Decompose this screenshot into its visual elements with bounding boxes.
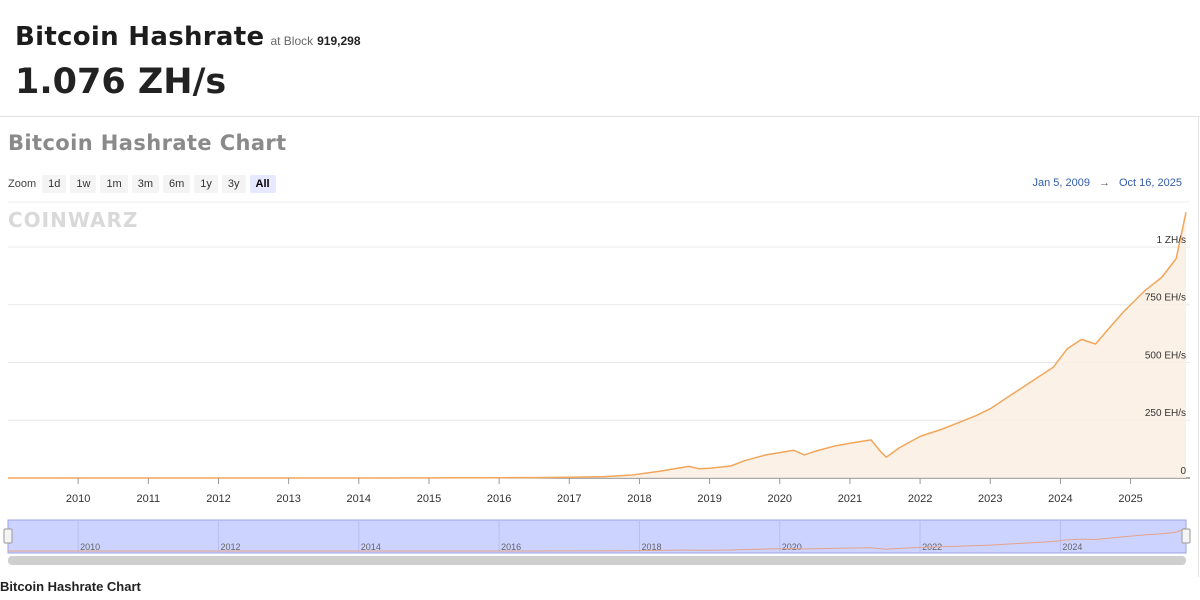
zoom-button-all[interactable]: All bbox=[249, 175, 276, 193]
date-range: Jan 5, 2009 → Oct 16, 2025 bbox=[1033, 177, 1183, 189]
chart-card: Bitcoin Hashrate Chart Zoom 1d 1w 1m 3m … bbox=[0, 117, 1199, 577]
zoom-button-3y[interactable]: 3y bbox=[221, 175, 246, 193]
navigator-tick-label: 2018 bbox=[641, 542, 661, 552]
navigator-scrollbar[interactable] bbox=[8, 556, 1186, 565]
zoom-bar: Zoom 1d 1w 1m 3m 6m 1y 3y All bbox=[8, 175, 280, 193]
x-tick-label: 2018 bbox=[627, 493, 651, 505]
navigator-tick-label: 2010 bbox=[80, 542, 100, 552]
y-tick-label: 250 EH/s bbox=[1145, 408, 1186, 419]
y-tick-label: 0 bbox=[1180, 466, 1186, 477]
x-axis-labels: 2010 2011 2012 2013 2014 2015 2016 2017 2018 2019… bbox=[66, 478, 1143, 505]
title-row: Bitcoin Hashrate at Block 919,298 bbox=[15, 22, 361, 52]
x-tick-label: 2021 bbox=[838, 493, 862, 505]
x-tick-label: 2024 bbox=[1048, 493, 1072, 505]
y-tick-label: 1 ZH/s bbox=[1157, 235, 1186, 246]
navigator-tick-label: 2016 bbox=[501, 542, 521, 552]
navigator-tick-label: 2012 bbox=[220, 542, 240, 552]
at-block-label: at Block bbox=[270, 34, 314, 48]
page-header: Bitcoin Hashrate at Block 919,298 1.076 … bbox=[0, 0, 1200, 117]
x-tick-label: 2016 bbox=[487, 493, 511, 505]
navigator-series-line bbox=[8, 527, 1187, 552]
current-hashrate: 1.076 ZH/s bbox=[15, 62, 227, 102]
x-tick-label: 2013 bbox=[276, 493, 300, 505]
x-tick-label: 2022 bbox=[908, 493, 932, 505]
x-tick-label: 2012 bbox=[206, 493, 230, 505]
chart-heading: Bitcoin Hashrate Chart bbox=[8, 131, 287, 155]
range-start-date[interactable]: Jan 5, 2009 bbox=[1032, 177, 1091, 189]
x-tick-label: 2010 bbox=[66, 493, 90, 505]
navigator-left-handle[interactable] bbox=[3, 528, 13, 544]
zoom-button-1w[interactable]: 1w bbox=[70, 175, 97, 193]
x-tick-label: 2011 bbox=[136, 493, 160, 505]
navigator-tick-label: 2024 bbox=[1062, 542, 1082, 552]
navigator-right-handle[interactable] bbox=[1181, 528, 1191, 544]
zoom-button-3m[interactable]: 3m bbox=[131, 175, 159, 193]
zoom-button-1m[interactable]: 1m bbox=[100, 175, 128, 193]
series-layer bbox=[8, 212, 1187, 479]
range-end-date[interactable]: Oct 16, 2025 bbox=[1119, 177, 1182, 189]
y-axis-labels: 0 250 EH/s 500 EH/s 750 EH/s 1 ZH/s bbox=[1145, 235, 1187, 477]
y-tick-label: 750 EH/s bbox=[1145, 293, 1186, 304]
x-tick-label: 2025 bbox=[1118, 493, 1142, 505]
footer-caption: Bitcoin Hashrate Chart bbox=[0, 579, 141, 594]
x-tick-label: 2023 bbox=[978, 493, 1002, 505]
navigator-tick-label: 2020 bbox=[782, 542, 802, 552]
range-arrow-icon: → bbox=[1099, 177, 1110, 189]
x-tick-label: 2019 bbox=[697, 493, 721, 505]
navigator-window[interactable] bbox=[7, 519, 1187, 554]
page-title: Bitcoin Hashrate bbox=[15, 22, 265, 52]
x-tick-label: 2017 bbox=[557, 493, 581, 505]
hashrate-area bbox=[8, 212, 1186, 479]
y-tick-label: 500 EH/s bbox=[1145, 350, 1186, 361]
zoom-label: Zoom bbox=[8, 178, 37, 190]
zoom-button-1y[interactable]: 1y bbox=[194, 175, 218, 193]
zoom-button-6m[interactable]: 6m bbox=[163, 175, 191, 193]
x-tick-label: 2015 bbox=[417, 493, 441, 505]
coinwarz-watermark: COINWARZ bbox=[8, 208, 138, 232]
x-tick-label: 2014 bbox=[347, 493, 371, 505]
navigator-tick-label: 2014 bbox=[361, 542, 381, 552]
hashrate-line bbox=[8, 212, 1187, 479]
navigator[interactable]: 2010 2012 2014 2016 2018 2020 2022 2024 bbox=[3, 519, 1191, 565]
zoom-button-1d[interactable]: 1d bbox=[42, 175, 67, 193]
block-number: 919,298 bbox=[317, 34, 361, 48]
x-tick-label: 2020 bbox=[768, 493, 792, 505]
